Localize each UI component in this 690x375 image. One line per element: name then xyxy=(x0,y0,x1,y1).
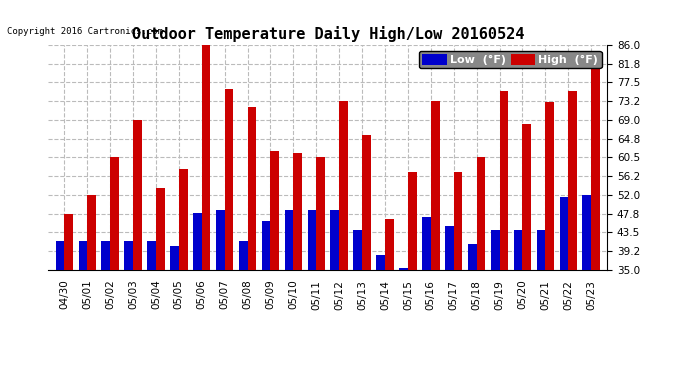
Bar xyxy=(179,168,188,270)
Bar xyxy=(156,188,165,270)
Bar xyxy=(400,268,408,270)
Bar xyxy=(376,255,385,270)
Bar xyxy=(124,242,133,270)
Bar xyxy=(591,63,600,270)
Bar xyxy=(522,124,531,270)
Bar xyxy=(308,210,316,270)
Bar xyxy=(285,210,293,270)
Bar xyxy=(468,243,477,270)
Bar xyxy=(293,153,302,270)
Text: Copyright 2016 Cartronics.com: Copyright 2016 Cartronics.com xyxy=(7,27,163,36)
Bar xyxy=(545,102,554,270)
Bar xyxy=(537,230,545,270)
Bar xyxy=(193,213,201,270)
Bar xyxy=(454,172,462,270)
Bar xyxy=(87,195,96,270)
Bar xyxy=(64,213,73,270)
Bar xyxy=(262,222,270,270)
Bar xyxy=(110,158,119,270)
Bar xyxy=(514,230,522,270)
Title: Outdoor Temperature Daily High/Low 20160524: Outdoor Temperature Daily High/Low 20160… xyxy=(132,27,524,42)
Bar xyxy=(56,242,64,270)
Bar xyxy=(408,172,417,270)
Bar xyxy=(445,226,454,270)
Bar xyxy=(316,158,325,270)
Bar xyxy=(79,242,87,270)
Bar xyxy=(431,102,440,270)
Bar xyxy=(101,242,110,270)
Bar xyxy=(147,242,156,270)
Bar xyxy=(248,107,256,270)
Bar xyxy=(216,210,225,270)
Bar xyxy=(385,219,394,270)
Bar xyxy=(353,230,362,270)
Bar xyxy=(133,120,141,270)
Legend: Low  (°F), High  (°F): Low (°F), High (°F) xyxy=(419,51,602,68)
Bar xyxy=(422,217,431,270)
Bar xyxy=(560,197,569,270)
Bar xyxy=(170,246,179,270)
Bar xyxy=(491,230,500,270)
Bar xyxy=(270,151,279,270)
Bar xyxy=(239,242,248,270)
Bar xyxy=(201,45,210,270)
Bar xyxy=(500,92,509,270)
Bar xyxy=(339,102,348,270)
Bar xyxy=(569,92,577,270)
Bar xyxy=(582,195,591,270)
Bar xyxy=(362,135,371,270)
Bar xyxy=(331,210,339,270)
Bar xyxy=(225,89,233,270)
Bar xyxy=(477,158,485,270)
